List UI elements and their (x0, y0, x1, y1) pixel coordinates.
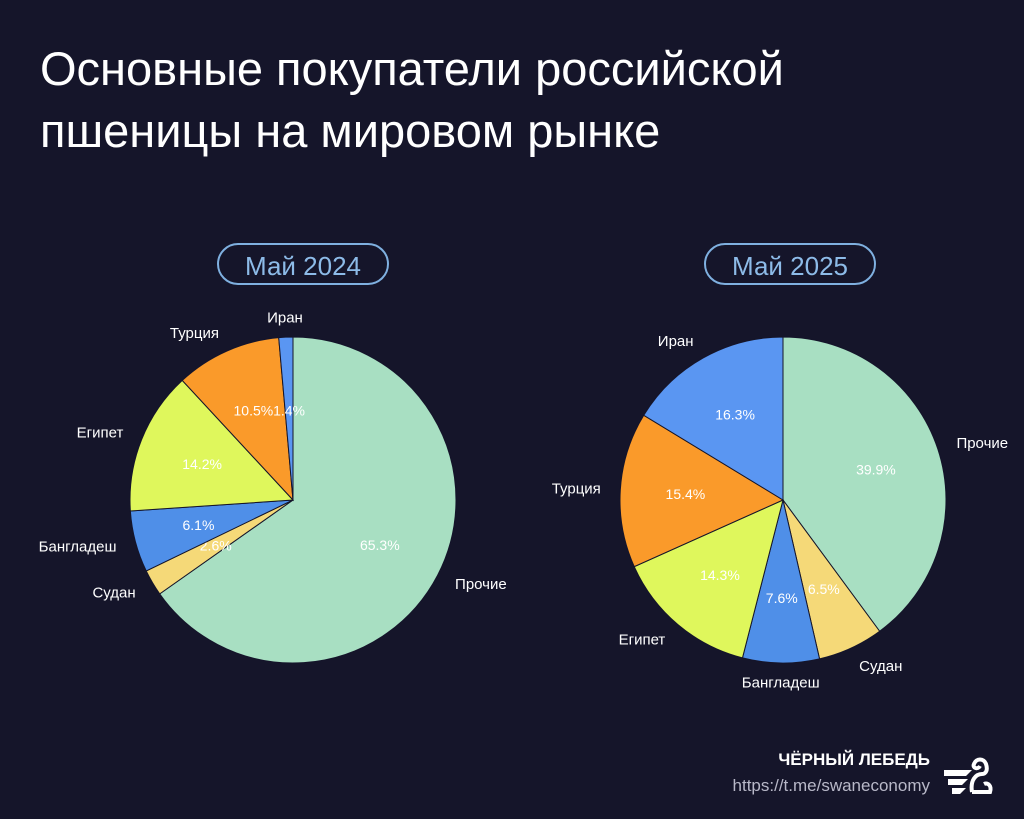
brand-name: ЧЁРНЫЙ ЛЕБЕДЬ (778, 750, 930, 769)
slice-percent-label: 14.2% (182, 456, 222, 472)
pie-slice-1-5 (643, 336, 784, 501)
pie-slice-0-0 (159, 336, 457, 664)
slice-percent-label: 14.3% (700, 567, 740, 583)
pie-slice-0-4 (181, 337, 294, 502)
slice-category-label: Турция (552, 481, 601, 498)
slice-category-label: Бангладеш (742, 675, 820, 692)
slice-category-label: Египет (619, 632, 666, 649)
slice-category-label: Египет (77, 425, 124, 442)
pie-slice-1-4 (619, 414, 785, 568)
slice-category-label: Прочие (455, 576, 507, 593)
slice-category-label: Судан (92, 585, 135, 602)
slice-percent-label: 15.4% (666, 486, 706, 502)
pie-slice-0-3 (129, 379, 295, 512)
slice-category-label: Иран (658, 333, 694, 350)
slice-percent-label: 65.3% (360, 537, 400, 553)
slice-percent-label: 1.4% (273, 402, 305, 418)
slice-percent-label: 6.5% (808, 581, 840, 597)
slice-percent-label: 16.3% (715, 407, 755, 423)
pie-slice-0-5 (278, 336, 294, 501)
pie-slice-1-3 (633, 499, 784, 659)
slice-category-label: Судан (859, 658, 902, 675)
title-line-1: Основные покупатели российской (40, 42, 784, 95)
slice-category-label: Прочие (956, 435, 1008, 452)
pie-slice-1-0 (782, 336, 947, 632)
slice-category-label: Бангладеш (39, 539, 117, 556)
slice-category-label: Турция (170, 325, 219, 342)
page-title: Основные покупатели российской пшеницы на… (40, 38, 784, 162)
slice-percent-label: 7.6% (766, 590, 798, 606)
slice-category-label: Иран (267, 310, 303, 327)
title-line-2: пшеницы на мировом рынке (40, 104, 661, 157)
pie-title-2024: Май 2024 (217, 243, 389, 285)
slice-percent-label: 39.9% (856, 461, 896, 477)
pie-title-2025: Май 2025 (704, 243, 876, 285)
swan-logo-icon (944, 757, 993, 794)
channel-link[interactable]: https://t.me/swaneconomy (732, 776, 930, 795)
slice-percent-label: 10.5% (234, 403, 274, 419)
slice-percent-label: 6.1% (182, 517, 214, 533)
